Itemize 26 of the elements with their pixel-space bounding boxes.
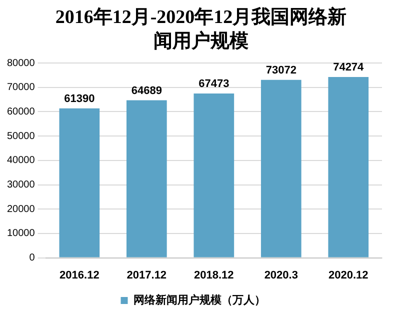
data-label: 73072 [266, 64, 296, 76]
y-tick-label: 10000 [6, 228, 36, 240]
chart-title: 2016年12月-2020年12月我国网络新闻用户规模 [54, 6, 348, 54]
x-tick-label: 2018.12 [194, 269, 234, 282]
x-tick-label: 2020.12 [328, 269, 368, 282]
bar [328, 76, 369, 258]
data-label: 67473 [198, 78, 230, 90]
y-tick-label: 40000 [6, 155, 36, 166]
bar [260, 80, 302, 258]
y-tick-label: 20000 [6, 204, 36, 215]
x-tick-label: 2017.12 [126, 269, 167, 282]
y-tick-label: 30000 [6, 180, 36, 190]
data-label: 74274 [333, 61, 365, 74]
y-tick-label: 60000 [6, 106, 36, 118]
data-label: 61390 [64, 92, 95, 105]
data-label: 64689 [131, 84, 162, 97]
y-tick-label: 80000 [6, 58, 36, 69]
bar [126, 100, 167, 258]
y-tick-label: 70000 [6, 82, 36, 94]
x-tick-label: 2020.3 [264, 269, 298, 282]
x-tick-label: 2016.12 [60, 269, 100, 282]
legend-label: 网络新闻用户规模（万人） [133, 293, 266, 306]
bar [194, 94, 234, 258]
bar [59, 108, 100, 258]
y-tick-label: 0 [29, 252, 36, 264]
y-tick-label: 50000 [6, 130, 36, 142]
